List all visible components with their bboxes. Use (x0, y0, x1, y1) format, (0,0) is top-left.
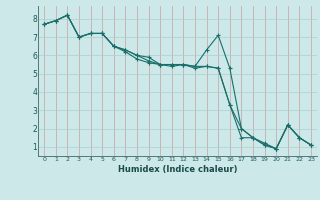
X-axis label: Humidex (Indice chaleur): Humidex (Indice chaleur) (118, 165, 237, 174)
